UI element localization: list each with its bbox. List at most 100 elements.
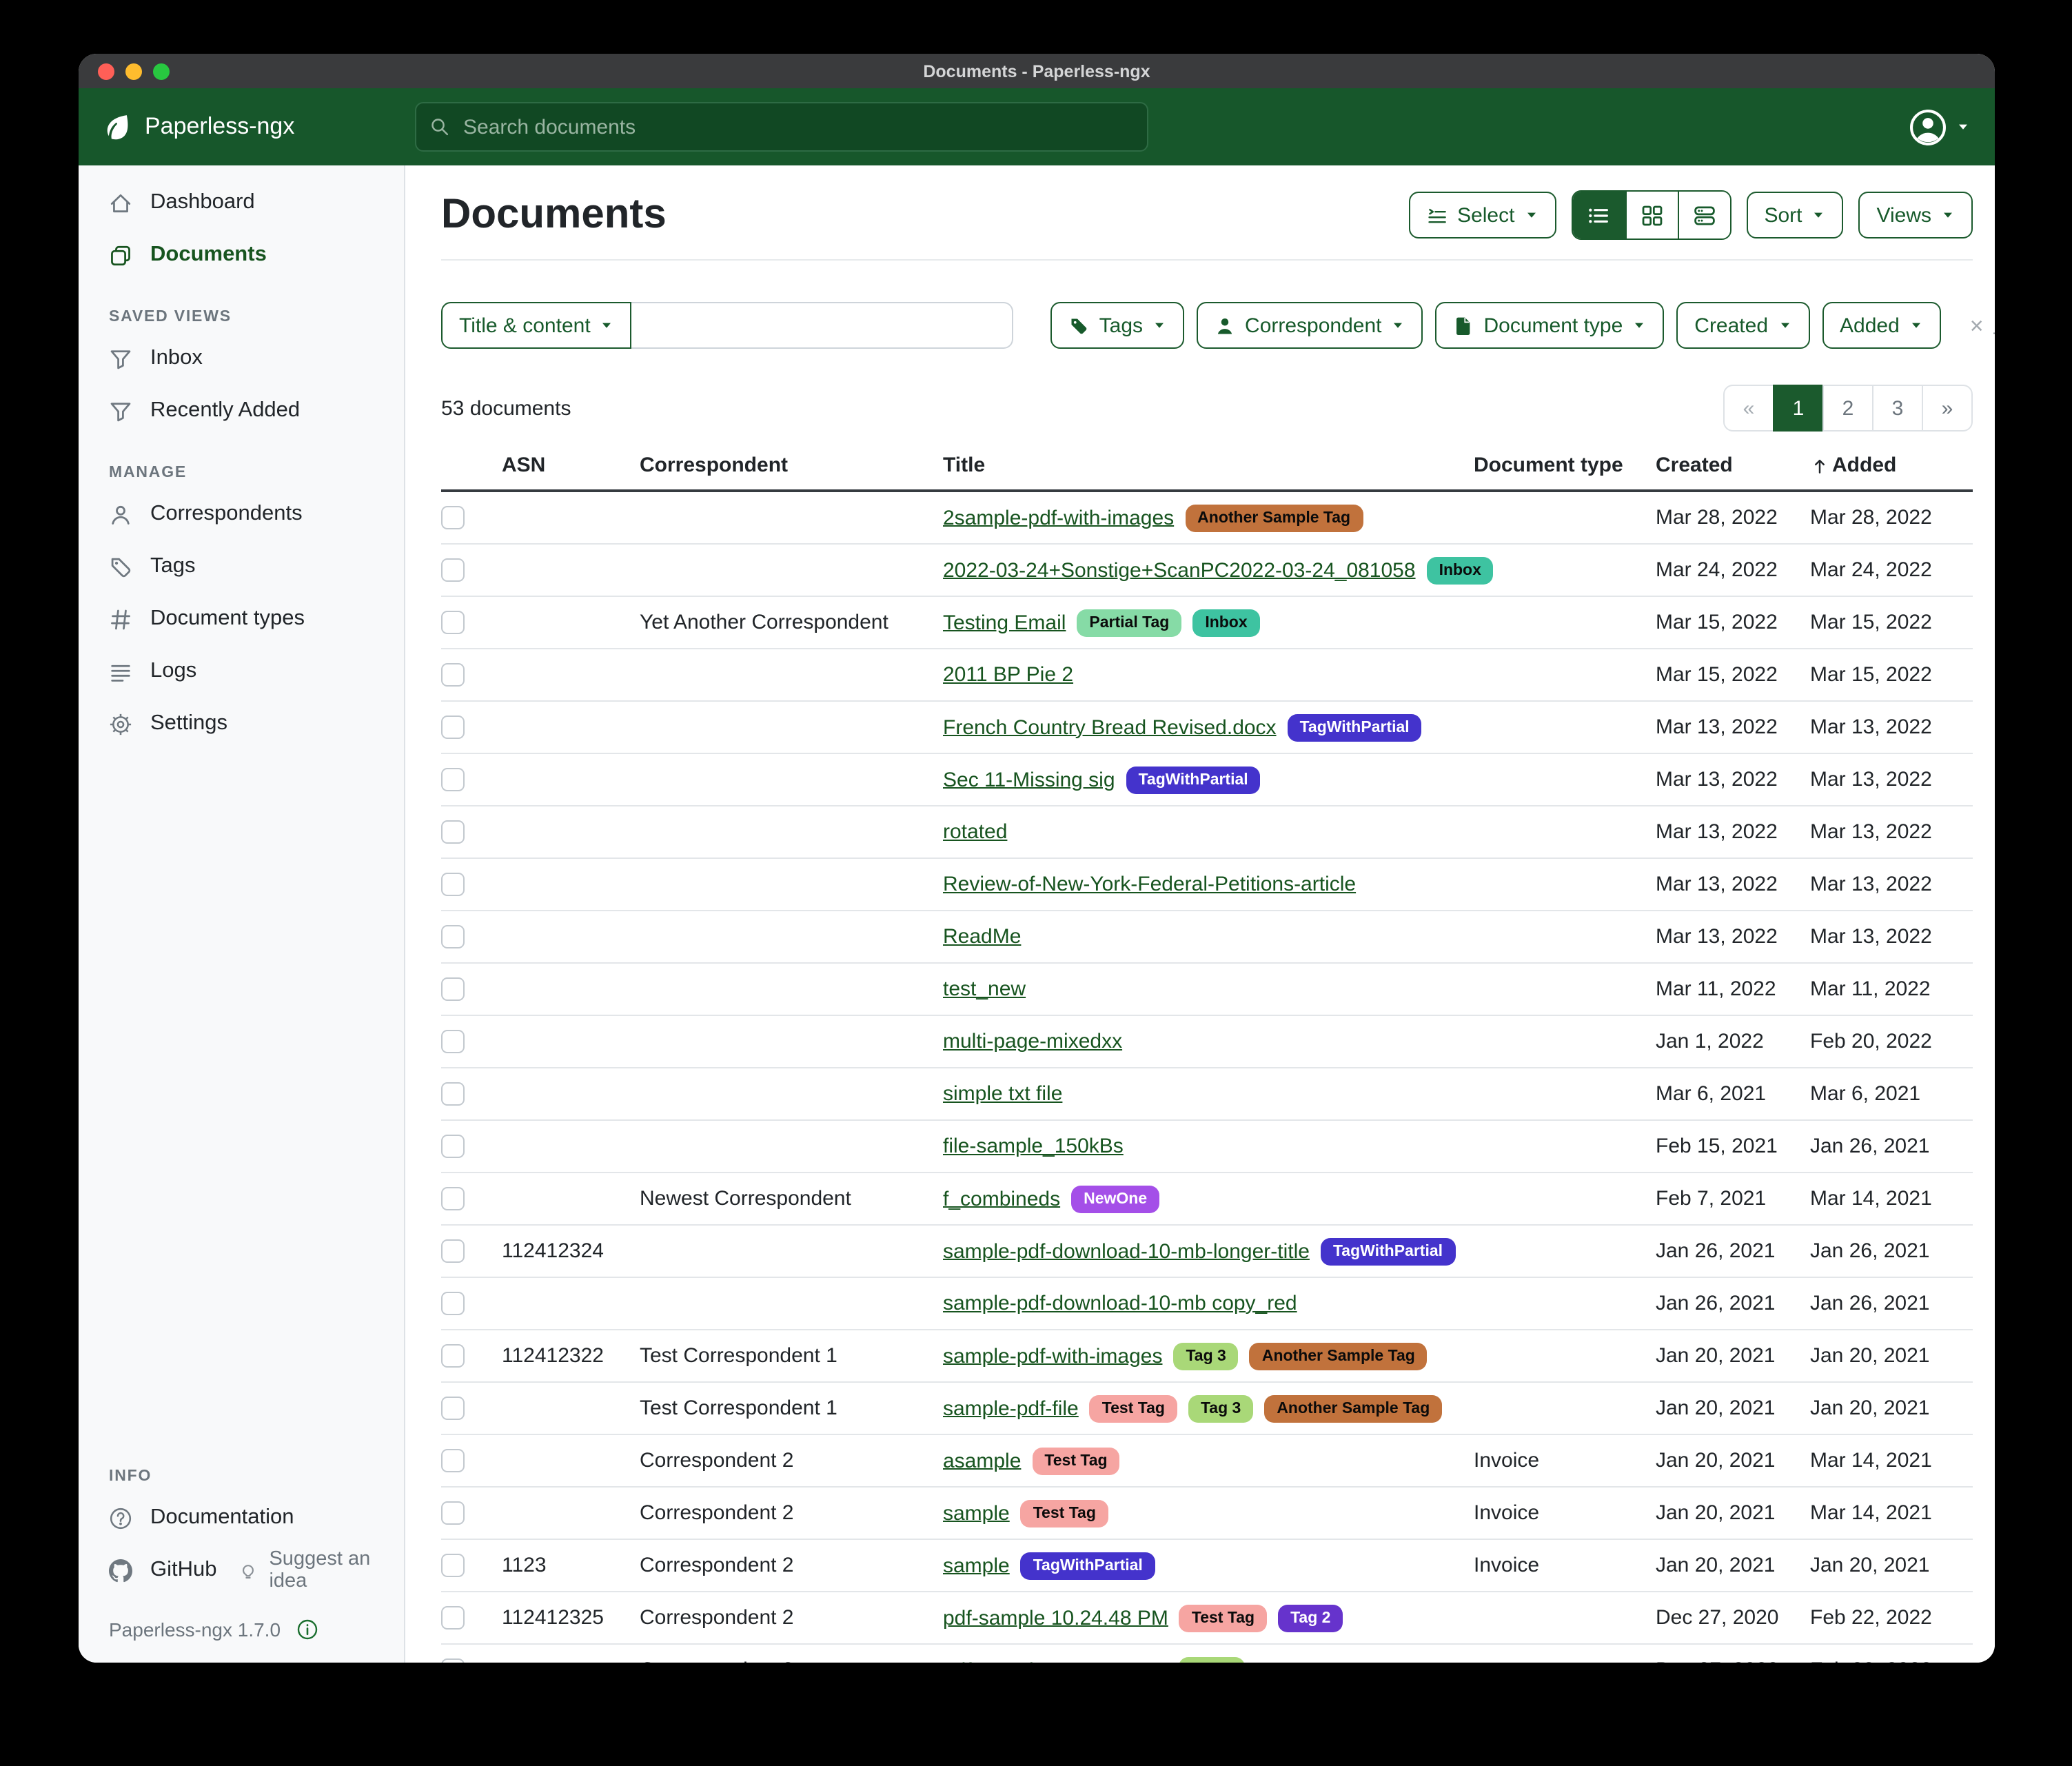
tags-filter-button[interactable]: Tags	[1050, 302, 1185, 349]
row-checkbox[interactable]	[441, 663, 465, 687]
tag-badge[interactable]: Inbox	[1192, 609, 1260, 636]
sidebar-item[interactable]: Inbox	[79, 332, 404, 385]
tag-badge[interactable]: Test Tag	[1179, 1604, 1268, 1632]
tag-badge[interactable]: Another Sample Tag	[1185, 504, 1363, 531]
document-link[interactable]: Sec 11-Missing sig	[943, 768, 1115, 791]
reset-filters-link[interactable]: × Reset filters	[1970, 302, 1995, 349]
sidebar-item[interactable]: Logs	[79, 645, 404, 698]
row-checkbox[interactable]	[441, 1344, 465, 1368]
sidebar-item[interactable]: Dashboard	[79, 176, 404, 229]
page-button[interactable]: 3	[1872, 385, 1923, 432]
column-header-added[interactable]: Added	[1810, 445, 1973, 492]
document-link[interactable]: f_combineds	[943, 1187, 1061, 1210]
sidebar-item[interactable]: Recently Added	[79, 385, 404, 437]
tag-badge[interactable]: Inbox	[1426, 556, 1494, 584]
created-filter-button[interactable]: Created	[1676, 302, 1810, 349]
tag-badge[interactable]: TagWithPartial	[1320, 1237, 1456, 1265]
row-checkbox[interactable]	[441, 611, 465, 635]
row-checkbox[interactable]	[441, 715, 465, 740]
document-link[interactable]: ReadMe	[943, 925, 1022, 948]
sidebar-item[interactable]: Document types	[79, 593, 404, 645]
document-type-filter-button[interactable]: Document type	[1435, 302, 1665, 349]
tag-badge[interactable]: TagWithPartial	[1020, 1552, 1155, 1579]
correspondent-filter-button[interactable]: Correspondent	[1197, 302, 1423, 349]
row-checkbox[interactable]	[441, 1082, 465, 1106]
document-link[interactable]: Testing Email	[943, 611, 1066, 634]
row-checkbox[interactable]	[441, 1239, 465, 1263]
sidebar-item[interactable]: Settings	[79, 698, 404, 750]
tag-badge[interactable]: Test Tag	[1089, 1394, 1177, 1422]
document-link[interactable]: 2022-03-24+Sonstige+ScanPC2022-03-24_081…	[943, 558, 1416, 582]
document-link[interactable]: sample	[943, 1554, 1010, 1577]
document-link[interactable]: sample-pdf-download-10-mb copy_red	[943, 1292, 1297, 1315]
row-checkbox[interactable]	[441, 1501, 465, 1525]
document-link[interactable]: sample-pdf-file	[943, 1397, 1079, 1420]
column-header-correspondent[interactable]: Correspondent	[640, 445, 943, 492]
sidebar-item-github[interactable]: GitHub	[79, 1544, 217, 1596]
detail-view-button[interactable]	[1677, 192, 1730, 238]
document-link[interactable]: multi-page-mixedxx	[943, 1030, 1123, 1053]
app-brand[interactable]: Paperless-ngx	[103, 112, 415, 141]
page-button[interactable]: 2	[1822, 385, 1873, 432]
tag-badge[interactable]: Another Sample Tag	[1264, 1394, 1443, 1422]
sort-button[interactable]: Sort	[1746, 192, 1844, 238]
row-checkbox[interactable]	[441, 1030, 465, 1054]
close-window-button[interactable]	[98, 63, 114, 79]
views-button[interactable]: Views	[1858, 192, 1973, 238]
document-link[interactable]: rotated	[943, 820, 1008, 844]
document-link[interactable]: Review-of-New-York-Federal-Petitions-art…	[943, 873, 1357, 896]
list-view-button[interactable]	[1572, 192, 1625, 238]
tag-badge[interactable]: Tag 2	[1278, 1604, 1343, 1632]
document-link[interactable]: pdf-sample 10.24.48 PM	[943, 1606, 1168, 1630]
sidebar-item-documentation[interactable]: Documentation	[79, 1492, 404, 1544]
sidebar-item[interactable]: Correspondents	[79, 488, 404, 540]
search-input[interactable]	[460, 114, 1133, 140]
row-checkbox[interactable]	[441, 1292, 465, 1316]
row-checkbox[interactable]	[441, 1449, 465, 1473]
row-checkbox[interactable]	[441, 558, 465, 582]
column-header-document-type[interactable]: Document type	[1474, 445, 1656, 492]
document-link[interactable]: French Country Bread Revised.docx	[943, 715, 1277, 739]
row-checkbox[interactable]	[441, 873, 465, 897]
row-checkbox[interactable]	[441, 977, 465, 1002]
document-link[interactable]: simple txt file	[943, 1082, 1063, 1106]
page-button[interactable]: 1	[1773, 385, 1824, 432]
document-link[interactable]: file-sample_150kBs	[943, 1135, 1124, 1158]
row-checkbox[interactable]	[441, 1606, 465, 1630]
row-checkbox[interactable]	[441, 1187, 465, 1211]
info-icon[interactable]	[296, 1618, 318, 1641]
document-link[interactable]: 2sample-pdf-with-images	[943, 506, 1175, 529]
tag-badge[interactable]: TagWithPartial	[1287, 713, 1422, 741]
document-link[interactable]: sample-pdf-with-images	[943, 1344, 1163, 1368]
row-checkbox[interactable]	[441, 1135, 465, 1159]
row-checkbox[interactable]	[441, 925, 465, 949]
document-link[interactable]: 2011 BP Pie 2	[943, 663, 1074, 687]
zoom-window-button[interactable]	[153, 63, 170, 79]
row-checkbox[interactable]	[441, 768, 465, 792]
document-link[interactable]: test_new	[943, 977, 1026, 1001]
row-checkbox[interactable]	[441, 1658, 465, 1663]
select-button[interactable]: Select	[1409, 192, 1556, 238]
tag-badge[interactable]: TagWithPartial	[1126, 766, 1261, 793]
row-checkbox[interactable]	[441, 1397, 465, 1421]
document-link[interactable]: sample-pdf-download-10-mb-longer-title	[943, 1239, 1310, 1263]
column-header-created[interactable]: Created	[1656, 445, 1810, 492]
tag-badge[interactable]: NewOne	[1071, 1185, 1160, 1212]
tag-badge[interactable]: Tag 3	[1173, 1342, 1239, 1370]
column-header-title[interactable]: Title	[943, 445, 1474, 492]
grid-view-button[interactable]	[1625, 192, 1678, 238]
suggest-idea-link[interactable]: Suggest an idea	[239, 1548, 405, 1592]
tag-badge[interactable]: Tag 3	[1188, 1394, 1254, 1422]
global-search[interactable]	[415, 102, 1148, 152]
sidebar-item[interactable]: Tags	[79, 540, 404, 593]
row-checkbox[interactable]	[441, 1554, 465, 1578]
sidebar-item[interactable]: Documents	[79, 229, 404, 281]
tag-badge[interactable]: Tag 3	[1179, 1656, 1245, 1663]
minimize-window-button[interactable]	[125, 63, 142, 79]
document-link[interactable]: sample	[943, 1501, 1010, 1525]
added-filter-button[interactable]: Added	[1822, 302, 1941, 349]
row-checkbox[interactable]	[441, 506, 465, 530]
filter-field-selector[interactable]: Title & content	[441, 302, 632, 349]
filter-text-input[interactable]	[631, 302, 1014, 349]
document-link[interactable]: pdf-sample 10.24.48 PM	[943, 1658, 1168, 1663]
